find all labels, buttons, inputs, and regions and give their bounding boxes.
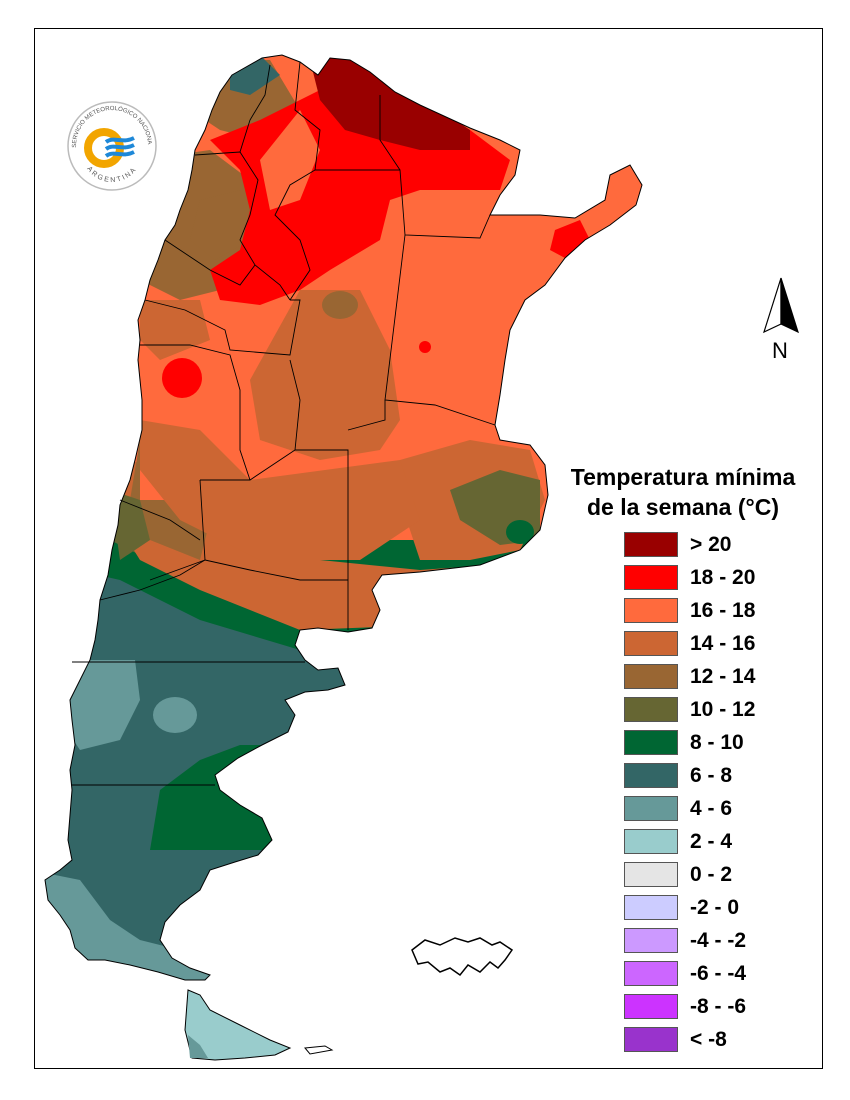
legend-label: 8 - 10 [690, 731, 744, 754]
legend-item: 4 - 6 [624, 796, 814, 822]
legend-swatch [624, 1027, 678, 1052]
legend-title-line2: de la semana (°C) [587, 494, 779, 520]
legend-item: 10 - 12 [624, 697, 814, 723]
north-label: N [772, 338, 788, 363]
legend-label: > 20 [690, 533, 732, 556]
legend-swatch [624, 730, 678, 755]
legend-item: 14 - 16 [624, 631, 814, 657]
legend-label: 12 - 14 [690, 665, 756, 688]
smn-logo: SERVICIO METEOROLÓGICO NACIONAL ARGENTIN… [62, 100, 157, 191]
legend-item: -8 - -6 [624, 994, 814, 1020]
legend-label: 4 - 6 [690, 797, 733, 820]
legend-swatch [624, 895, 678, 920]
legend-swatch [624, 631, 678, 656]
legend-item: < -8 [624, 1027, 814, 1053]
legend-label: 10 - 12 [690, 698, 756, 721]
legend-swatch [624, 862, 678, 887]
legend-swatch [624, 697, 678, 722]
legend-item: 0 - 2 [624, 862, 814, 888]
legend-swatch [624, 598, 678, 623]
legend-item: -2 - 0 [624, 895, 814, 921]
legend-label: 0 - 2 [690, 863, 733, 886]
legend-swatch [624, 763, 678, 788]
legend-swatch [624, 664, 678, 689]
legend-swatch [624, 796, 678, 821]
legend-label: 6 - 8 [690, 764, 733, 787]
legend-label: -4 - -2 [690, 929, 747, 952]
legend-title-line1: Temperatura mínima [570, 464, 796, 490]
legend-item: 2 - 4 [624, 829, 814, 855]
legend-swatch [624, 532, 678, 557]
legend-item: 12 - 14 [624, 664, 814, 690]
legend-label: -2 - 0 [690, 896, 740, 919]
north-arrow-icon [763, 277, 799, 334]
legend-item: -4 - -2 [624, 928, 814, 954]
legend-swatch [624, 829, 678, 854]
legend-item: 16 - 18 [624, 598, 814, 624]
legend-item: -6 - -4 [624, 961, 814, 987]
legend-item: 6 - 8 [624, 763, 814, 789]
legend-item: 18 - 20 [624, 565, 814, 591]
legend-label: 16 - 18 [690, 599, 756, 622]
legend-label: 2 - 4 [690, 830, 733, 853]
legend-swatch [624, 961, 678, 986]
legend-label: < -8 [690, 1028, 727, 1051]
legend-label: -6 - -4 [690, 962, 747, 985]
legend-label: 14 - 16 [690, 632, 756, 655]
legend-label: -8 - -6 [690, 995, 747, 1018]
legend-item: 8 - 10 [624, 730, 814, 756]
legend-swatch [624, 565, 678, 590]
legend-swatch [624, 994, 678, 1019]
legend-label: 18 - 20 [690, 566, 756, 589]
legend-swatch [624, 928, 678, 953]
legend-title: Temperatura mínima de la semana (°C) [548, 462, 818, 522]
legend-item: > 20 [624, 532, 814, 558]
